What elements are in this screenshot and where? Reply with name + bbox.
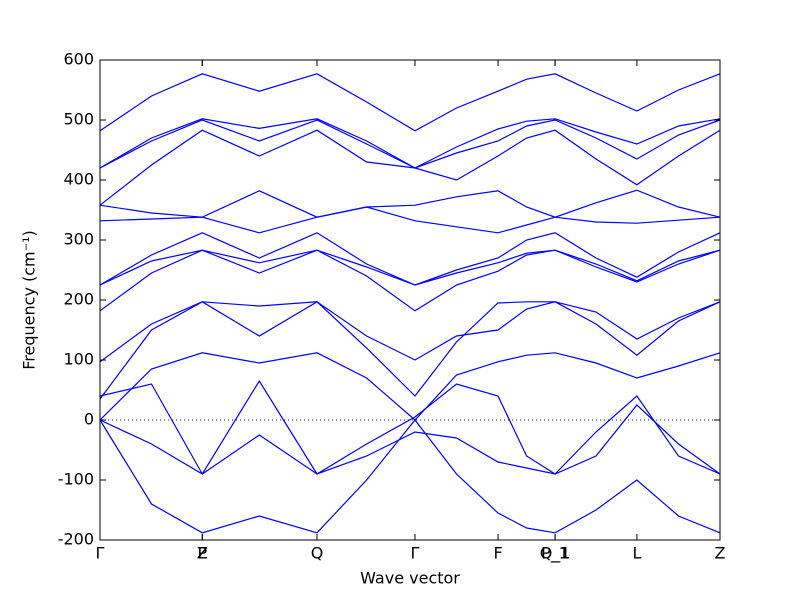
band-line [99,118,721,169]
band-line [99,206,721,234]
y-tick-label: -200 [58,530,94,549]
band-line [99,232,721,286]
band-line [99,301,721,400]
band-line [99,249,721,286]
band-line [99,249,721,312]
band-line [99,189,721,218]
band-line [99,73,721,132]
band-line [99,301,721,363]
band-line [99,379,721,476]
y-tick-label: 100 [63,350,94,369]
x-axis-label: Wave vector [360,569,460,588]
x-tick-label: L [632,544,641,563]
y-tick-label: 300 [63,230,94,249]
band-line [99,404,721,475]
x-tick-label: F [493,544,502,563]
y-tick-label: -100 [58,470,94,489]
y-tick-label: 500 [63,110,94,129]
x-tick-label: Q [311,544,324,563]
band-line [99,129,721,206]
band-line [99,419,721,534]
band-line [99,119,721,169]
band-line [99,352,721,421]
y-axis-label: Frequency (cm⁻¹) [20,230,39,369]
x-tick-label: P_1 [541,544,569,564]
x-tick-label: Z [197,544,208,563]
x-tick-label: Γ [96,544,105,563]
y-tick-label: 400 [63,170,94,189]
x-tick-label: Γ [410,544,419,563]
y-tick-label: 600 [63,50,94,69]
x-tick-label: Z [715,544,726,563]
x-tick-label: Q_1 [540,544,571,564]
x-tick-label: P [197,544,207,563]
y-tick-label: 200 [63,290,94,309]
y-tick-label: 0 [84,410,94,429]
